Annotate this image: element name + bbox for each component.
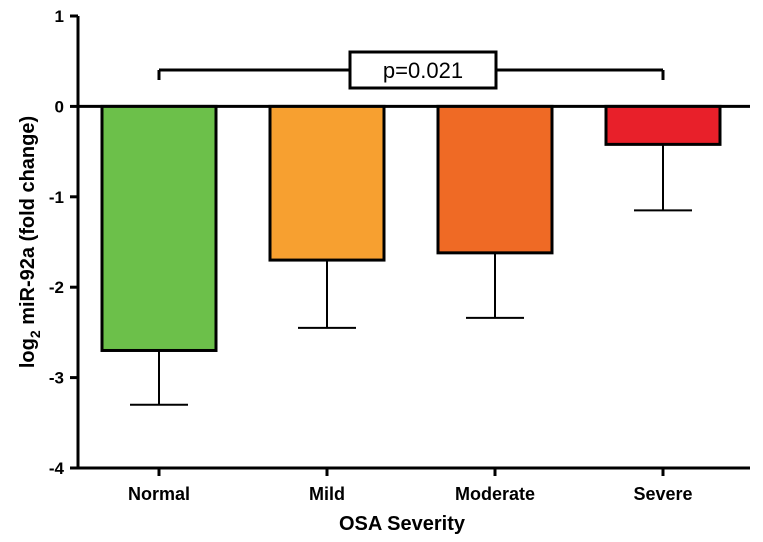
bars	[100, 104, 722, 352]
category-label-mild: Mild	[309, 484, 345, 504]
category-label-normal: Normal	[128, 484, 190, 504]
p-value-box	[348, 50, 498, 90]
category-labels: Normal Mild Moderate Severe	[128, 468, 693, 504]
bar-mild	[268, 104, 386, 262]
y-tick-label: -3	[49, 369, 64, 388]
y-axis-title: log2 miR-92a (fold change)	[17, 116, 43, 368]
p-value-label: p=0.021	[383, 58, 463, 83]
y-axis-title-rest: miR-92a (fold change)	[17, 116, 39, 330]
bar-normal	[100, 104, 218, 352]
bar-severe	[604, 104, 722, 146]
bar-moderate	[436, 104, 554, 255]
y-tick-label: -4	[49, 459, 65, 478]
y-tick-label: 1	[55, 7, 64, 26]
category-label-severe: Severe	[633, 484, 692, 504]
y-axis-title-main: log	[17, 338, 39, 368]
significance-annotation: p=0.021	[157, 50, 665, 90]
y-tick-label: -2	[49, 278, 64, 297]
error-bars	[130, 144, 692, 406]
x-axis-title: OSA Severity	[339, 513, 466, 535]
y-axis-title-subscript: 2	[27, 330, 43, 338]
category-label-moderate: Moderate	[455, 484, 535, 504]
y-tick-label: 0	[55, 97, 64, 116]
y-tick-label: -1	[49, 188, 64, 207]
